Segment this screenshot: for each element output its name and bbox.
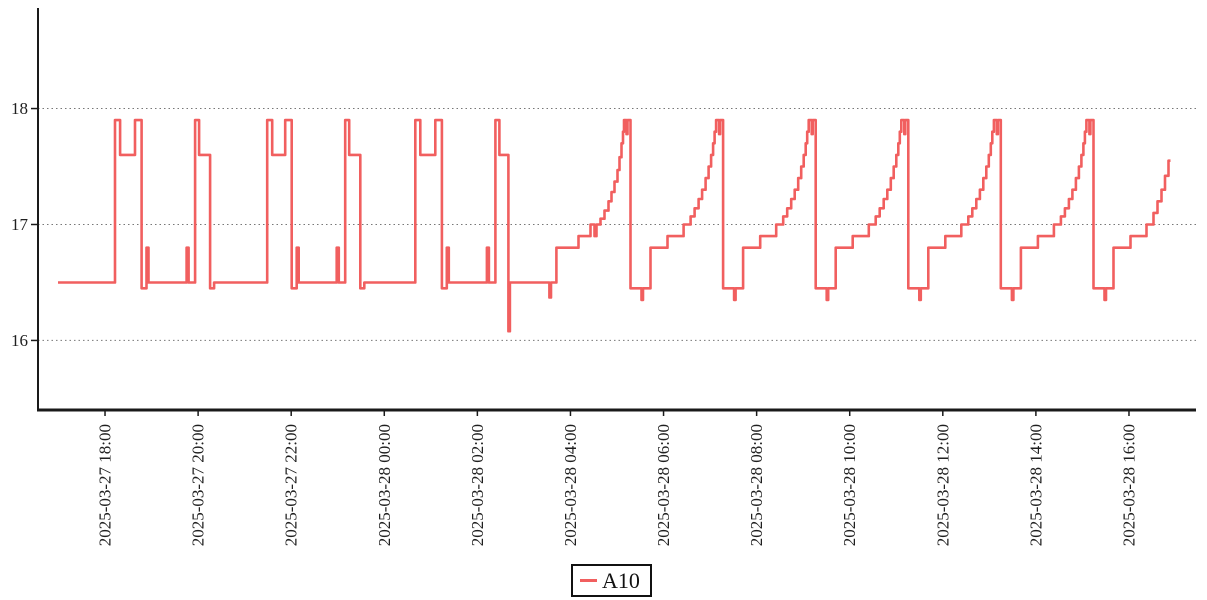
- x-tick-label: 2025-03-27 22:00: [282, 424, 301, 546]
- x-tick-label: 2025-03-28 16:00: [1119, 424, 1138, 546]
- series-line-a10: [58, 118, 1171, 333]
- legend[interactable]: A10: [571, 564, 652, 597]
- y-tick-label: 17: [11, 215, 29, 234]
- y-tick-label: 16: [11, 331, 28, 350]
- x-tick-label: 2025-03-27 18:00: [96, 424, 115, 546]
- x-tick-label: 2025-03-28 00:00: [375, 424, 394, 546]
- legend-label: A10: [602, 567, 640, 593]
- x-tick-label: 2025-03-28 08:00: [747, 424, 766, 546]
- x-tick-label: 2025-03-28 04:00: [561, 424, 580, 546]
- x-tick-label: 2025-03-28 10:00: [840, 424, 859, 546]
- x-tick-label: 2025-03-28 14:00: [1026, 424, 1045, 546]
- x-tick-label: 2025-03-28 02:00: [468, 424, 487, 546]
- x-tick-label: 2025-03-28 06:00: [654, 424, 673, 546]
- legend-line-swatch: [580, 579, 597, 582]
- x-tick-label: 2025-03-27 20:00: [189, 424, 208, 546]
- x-tick-label: 2025-03-28 12:00: [933, 424, 952, 546]
- y-tick-label: 18: [11, 99, 28, 118]
